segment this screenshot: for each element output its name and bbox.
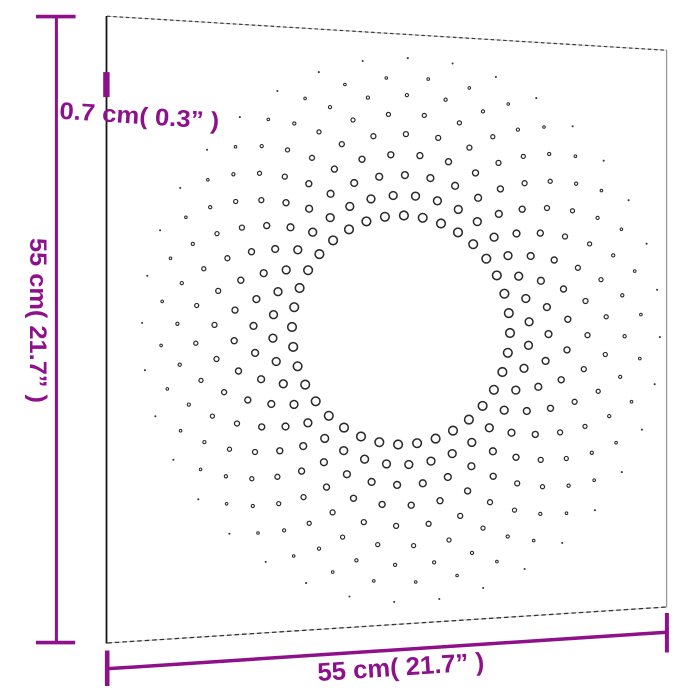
svg-text:0.7 cm( 0.3” ): 0.7 cm( 0.3” ) [59,98,220,135]
svg-text:55 cm( 21.7” ): 55 cm( 21.7” ) [24,238,51,403]
